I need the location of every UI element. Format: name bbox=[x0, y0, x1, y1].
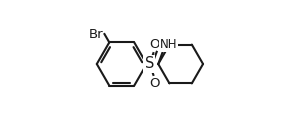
Text: O: O bbox=[149, 38, 160, 51]
Text: NH: NH bbox=[160, 38, 177, 51]
Text: Br: Br bbox=[89, 28, 104, 41]
Text: O: O bbox=[149, 77, 160, 90]
Text: S: S bbox=[144, 56, 154, 72]
